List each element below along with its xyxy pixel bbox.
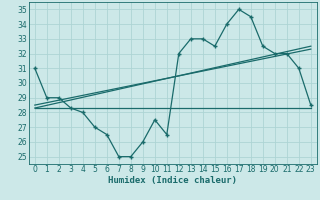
X-axis label: Humidex (Indice chaleur): Humidex (Indice chaleur) (108, 176, 237, 185)
